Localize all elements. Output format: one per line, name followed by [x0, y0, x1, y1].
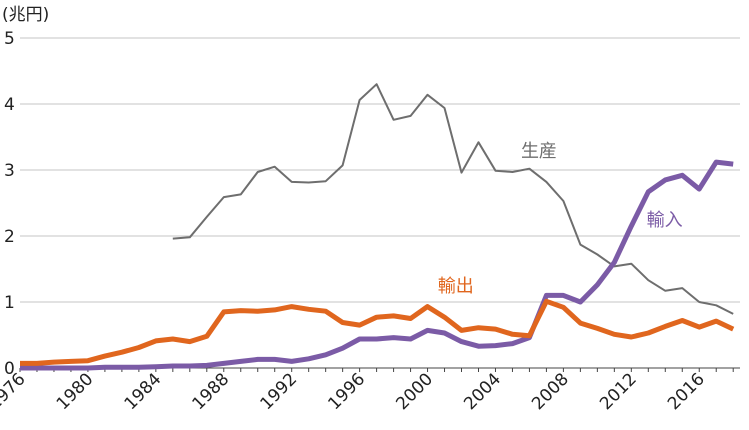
x-tick-label: 1992	[256, 369, 301, 414]
x-tick-label: 1984	[121, 369, 166, 414]
x-axis: 1976 1980 1984 1988 1992 1996 2000 2004 2008 2012…	[0, 367, 740, 414]
x-tick-label: 1988	[189, 369, 234, 414]
y-tick-label: 2	[4, 227, 15, 247]
x-tick-label: 2004	[460, 369, 505, 414]
x-tick-label: 2000	[392, 369, 437, 414]
y-axis-ticks: 0 1 2 3 4 5	[4, 29, 15, 379]
series-line	[172, 83, 734, 315]
gridlines	[20, 37, 740, 303]
y-tick-label: 1	[4, 293, 15, 313]
series-label: 輸出	[438, 276, 474, 297]
y-tick-label: 5	[4, 29, 15, 49]
series-line	[20, 298, 735, 366]
y-axis-unit-label: (兆円)	[2, 5, 49, 25]
x-tick-label: 2016	[664, 369, 709, 414]
series-label: 生産	[521, 141, 557, 162]
x-tick-label: 1980	[53, 369, 98, 414]
x-tick-label: 1996	[324, 369, 369, 414]
y-tick-label: 3	[4, 161, 15, 181]
y-tick-label: 4	[4, 95, 15, 115]
series-lines	[20, 83, 735, 371]
x-tick-label: 2012	[596, 369, 641, 414]
series-label: 輸入	[647, 210, 683, 231]
x-tick-label: 2008	[528, 369, 573, 414]
y-tick-label: 0	[4, 359, 15, 379]
series-line	[20, 159, 734, 371]
